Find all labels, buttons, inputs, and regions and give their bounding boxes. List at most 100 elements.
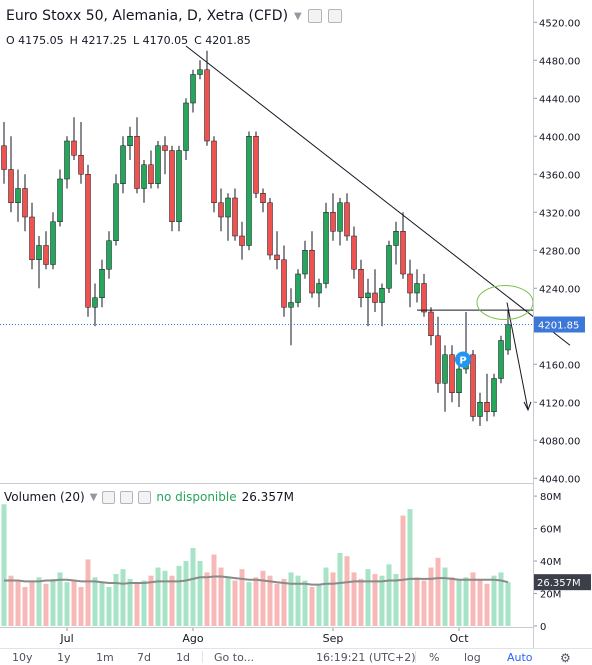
candle-body (183, 102, 189, 151)
projection-arrow-head (523, 401, 532, 412)
volume-bar (190, 548, 196, 626)
volume-bar (463, 577, 469, 626)
candle-body (232, 197, 238, 237)
volume-bar (449, 577, 455, 626)
eye-icon[interactable] (307, 9, 322, 23)
gear-icon[interactable]: ⚙ (560, 651, 571, 665)
time-axis[interactable]: Jul Ago Sep Oct (59, 627, 469, 645)
volume-bar (127, 578, 133, 626)
candle-body (71, 140, 77, 156)
volume-bar (386, 564, 392, 626)
range-1d-button[interactable]: 1d (176, 651, 190, 664)
candle-body (400, 231, 406, 275)
volume-bar (120, 569, 126, 626)
volume-bar (477, 578, 483, 626)
breakout-circle[interactable] (476, 285, 534, 320)
percent-toggle[interactable]: % (429, 651, 440, 664)
volume-bar (316, 585, 322, 626)
volume-bar (8, 575, 14, 626)
time-tick-label: Jul (59, 632, 73, 645)
log-toggle[interactable]: log (464, 651, 481, 664)
volume-bar (267, 575, 273, 626)
last-volume-label: 26.357M (537, 578, 581, 589)
candle-body (15, 188, 21, 203)
range-1y-button[interactable]: 1y (57, 651, 71, 664)
candle-body (246, 136, 252, 246)
candle-body (372, 292, 378, 303)
candle-body (120, 145, 126, 184)
chevron-down-icon[interactable]: ▼ (89, 491, 98, 503)
volume-bar (330, 572, 336, 626)
candle-body (253, 136, 259, 194)
candle-body (435, 335, 441, 384)
range-1m-button[interactable]: 1m (96, 651, 114, 664)
chevron-down-icon[interactable]: ▼ (294, 10, 302, 22)
eye-icon[interactable] (102, 490, 116, 504)
volume-bar (50, 578, 56, 626)
candle-body (484, 402, 490, 412)
candle-body (414, 283, 420, 294)
volume-bar (113, 574, 119, 626)
volume-bar (414, 577, 420, 626)
candle-body (386, 245, 392, 289)
volume-bar (484, 583, 490, 626)
volume-bar (29, 582, 35, 626)
volume-bar (274, 583, 280, 626)
candle-body (393, 231, 399, 246)
volume-bar (85, 559, 91, 626)
volume-bar (400, 515, 406, 626)
event-marker-circle (455, 351, 471, 368)
settings-icon[interactable] (327, 9, 342, 23)
projection-arrow[interactable] (506, 302, 529, 410)
ohlc-values: O 4175.05 H 4217.25 L 4170.05 C 4201.85 (6, 34, 251, 47)
volume-tick-label: 0 (540, 622, 546, 633)
candle-body (218, 202, 224, 218)
volume-axis[interactable]: 80M 60M 40M 20M 0 26.357M (533, 492, 591, 633)
clock-time: 16:19:21 (UTC+2) (316, 651, 416, 664)
candle-body (344, 202, 350, 237)
close-value: 4201.85 (205, 34, 251, 47)
descending-trendline[interactable] (185, 45, 571, 346)
candle-body (204, 69, 210, 142)
volume-bar (92, 577, 98, 626)
range-10y-button[interactable]: 10y (12, 651, 33, 664)
goto-button[interactable]: Go to... (214, 651, 255, 664)
volume-bar (428, 567, 434, 626)
time-tick-label: Oct (449, 632, 469, 645)
candle-body (456, 368, 462, 393)
price-axis[interactable]: 4520.00 4480.00 4440.00 4400.00 4360.00 4320.… (533, 18, 585, 485)
time-tick-label: Ago (182, 632, 204, 645)
candle-body (491, 378, 497, 412)
symbol-title[interactable]: Euro Stoxx 50, Alemania, D, Xetra (CFD) (6, 8, 289, 24)
candle-body (351, 235, 357, 270)
candle-body (330, 212, 336, 232)
volume-bar (71, 580, 77, 626)
event-marker[interactable]: P (455, 351, 471, 368)
price-tick-label: 4280.00 (539, 246, 580, 257)
chart-canvas[interactable]: 4520.00 4480.00 4440.00 4400.00 4360.00 4320.… (0, 0, 592, 648)
close-icon[interactable] (138, 490, 152, 504)
volume-bar (491, 575, 497, 626)
settings-icon[interactable] (120, 490, 134, 504)
volume-bar (365, 569, 371, 626)
candle-body (78, 155, 84, 175)
range-7d-button[interactable]: 7d (137, 651, 151, 664)
candle-body (106, 240, 112, 270)
candle-body (1, 145, 7, 170)
volume-bar (260, 570, 266, 626)
volume-bar (176, 565, 182, 626)
candle-body (449, 354, 455, 393)
toolbar-divider (202, 651, 203, 663)
auto-scale-toggle[interactable]: Auto (507, 651, 533, 664)
candle-body (407, 273, 413, 294)
high-value: 4217.25 (81, 34, 127, 47)
event-marker-label: P (459, 356, 466, 367)
price-tick-label: 4360.00 (539, 170, 580, 181)
price-tick-label: 4080.00 (539, 436, 580, 447)
volume-bar (99, 582, 105, 626)
volume-bar (372, 574, 378, 626)
candle-body (141, 164, 147, 189)
volume-bar (15, 580, 21, 626)
price-tick-label: 4320.00 (539, 208, 580, 219)
volume-indicator-name[interactable]: Volumen (20) (4, 490, 85, 504)
